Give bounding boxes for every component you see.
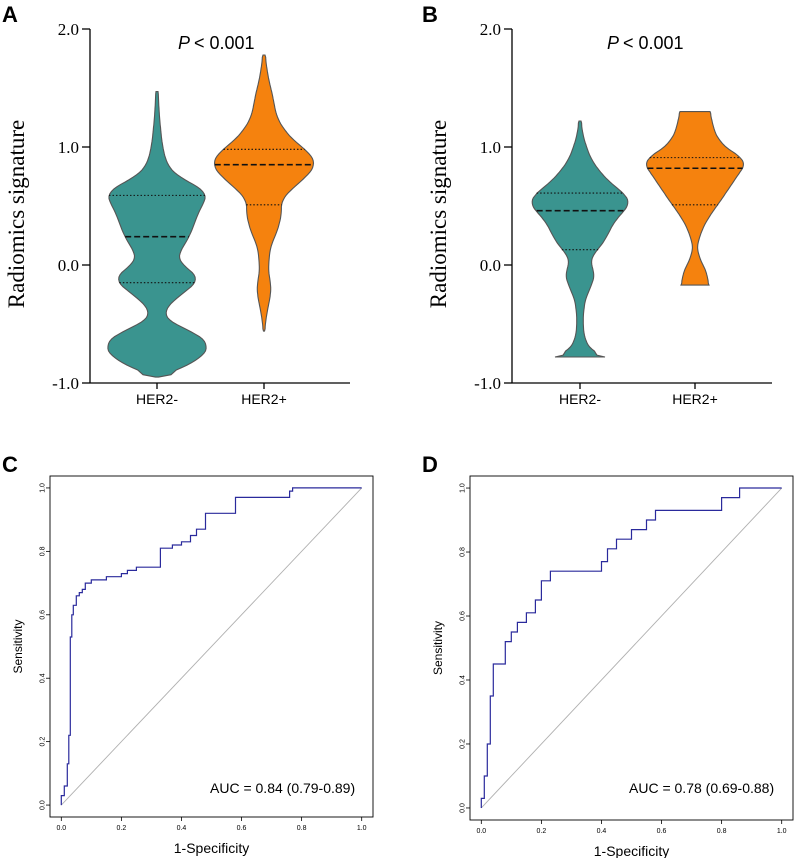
violin-her2-neg xyxy=(531,120,629,358)
x-tick-label: 1.0 xyxy=(777,828,787,835)
violin-her2-pos xyxy=(213,54,315,332)
roc-plot-c: 0.0 0.0 0.2 0.2 0.4 0.4 0.6 0.6 0.8 0.8 1.0 1.0 1-Sp… xyxy=(11,475,374,856)
x-tick-label: 0.0 xyxy=(476,828,486,835)
y-axis-label: Radiomics signature xyxy=(4,120,29,308)
y-tick-label: 0.0 xyxy=(40,800,47,810)
violins-b xyxy=(531,111,744,358)
y-tick-label: 0.2 xyxy=(40,737,47,747)
reference-diagonal xyxy=(480,487,783,809)
pvalue-label-a: P < 0.001 xyxy=(178,33,255,53)
y-tick-label: -1.0 xyxy=(52,374,79,393)
panel-d: D 0.0 0.0 0.2 0.2 0.4 0.4 0.6 0.6 0.8 0.8 1.0 1.0 1-… xyxy=(422,452,794,858)
reference-diagonal xyxy=(60,487,363,806)
auc-label-c: AUC = 0.84 (0.79-0.89) xyxy=(210,780,355,796)
pvalue-text-a: < 0.001 xyxy=(194,33,255,53)
x-tick-label: 0.8 xyxy=(297,825,307,832)
violins-a xyxy=(107,54,315,378)
x-tick-label: 0.4 xyxy=(597,828,607,835)
panel-a: A P < 0.001 -1.0 0.0 1.0 2.0 Radiomics signat… xyxy=(2,2,350,407)
y-tick-label: 0.4 xyxy=(460,675,467,685)
y-axis-label: Sensitivity xyxy=(11,619,25,673)
panel-letter-a: A xyxy=(2,2,18,27)
y-tick-label: 1.0 xyxy=(40,483,47,493)
y-tick-label: 0.8 xyxy=(460,547,467,557)
roc-curve xyxy=(480,487,782,808)
pvalue-text-b: < 0.001 xyxy=(623,33,684,53)
y-tick-label: 0.6 xyxy=(40,610,47,620)
plot-frame xyxy=(49,475,374,818)
violin-her2-neg xyxy=(107,90,207,378)
y-tick-label: 0.0 xyxy=(480,256,501,275)
y-tick-label: 2.0 xyxy=(58,20,79,39)
y-tick-label: 2.0 xyxy=(480,20,501,39)
violin-her2-pos xyxy=(646,111,744,286)
violin-axes-b: -1.0 0.0 1.0 2.0 Radiomics signature HER2- HER… xyxy=(426,20,772,407)
x-tick-label: HER2- xyxy=(559,391,601,407)
y-axis-label: Sensitivity xyxy=(431,621,445,675)
panel-b: B P < 0.001 -1.0 0.0 1.0 2.0 Radiomics signat… xyxy=(422,2,772,407)
x-axis-label: 1-Specificity xyxy=(174,840,249,856)
panel-letter-d: D xyxy=(422,452,438,477)
y-tick-label: 0.0 xyxy=(460,803,467,813)
x-tick-label: 0.2 xyxy=(537,828,547,835)
violin-axes-a: -1.0 0.0 1.0 2.0 Radiomics signature HER2- HER… xyxy=(4,20,350,407)
x-tick-label: 0.8 xyxy=(717,828,727,835)
y-tick-label: 1.0 xyxy=(460,483,467,493)
x-tick-label: 1.0 xyxy=(357,825,367,832)
y-tick-label: 0.0 xyxy=(58,256,79,275)
roc-curve xyxy=(60,487,362,806)
x-axis-label: 1-Specificity xyxy=(594,843,669,858)
x-tick-label: 0.4 xyxy=(177,825,187,832)
x-tick-label: HER2+ xyxy=(241,391,287,407)
roc-plot-d: 0.0 0.0 0.2 0.2 0.4 0.4 0.6 0.6 0.8 0.8 1.0 1.0 1-Sp… xyxy=(431,475,794,858)
y-tick-label: 1.0 xyxy=(480,138,501,157)
x-tick-label: 0.0 xyxy=(56,825,66,832)
y-axis-label: Radiomics signature xyxy=(426,120,451,308)
pvalue-symbol-a: P xyxy=(178,33,190,53)
panel-letter-b: B xyxy=(422,2,438,27)
pvalue-label-b: P < 0.001 xyxy=(607,33,684,53)
y-tick-label: 0.4 xyxy=(40,673,47,683)
x-tick-label: 0.6 xyxy=(657,828,667,835)
y-tick-label: 1.0 xyxy=(58,138,79,157)
x-tick-label: 0.2 xyxy=(117,825,127,832)
pvalue-symbol-b: P xyxy=(607,33,619,53)
y-tick-label: 0.6 xyxy=(460,611,467,621)
x-tick-label: 0.6 xyxy=(237,825,247,832)
x-tick-label: HER2- xyxy=(136,391,178,407)
x-tick-label: HER2+ xyxy=(672,391,718,407)
y-tick-label: -1.0 xyxy=(474,374,501,393)
plot-frame xyxy=(469,475,794,821)
auc-label-d: AUC = 0.78 (0.69-0.88) xyxy=(629,780,774,796)
panel-c: C 0.0 0.0 0.2 0.2 0.4 0.4 0.6 0.6 0.8 0.8 1.0 1.0 1-… xyxy=(2,452,374,856)
panel-letter-c: C xyxy=(2,452,18,477)
y-tick-label: 0.2 xyxy=(460,739,467,749)
y-tick-label: 0.8 xyxy=(40,546,47,556)
